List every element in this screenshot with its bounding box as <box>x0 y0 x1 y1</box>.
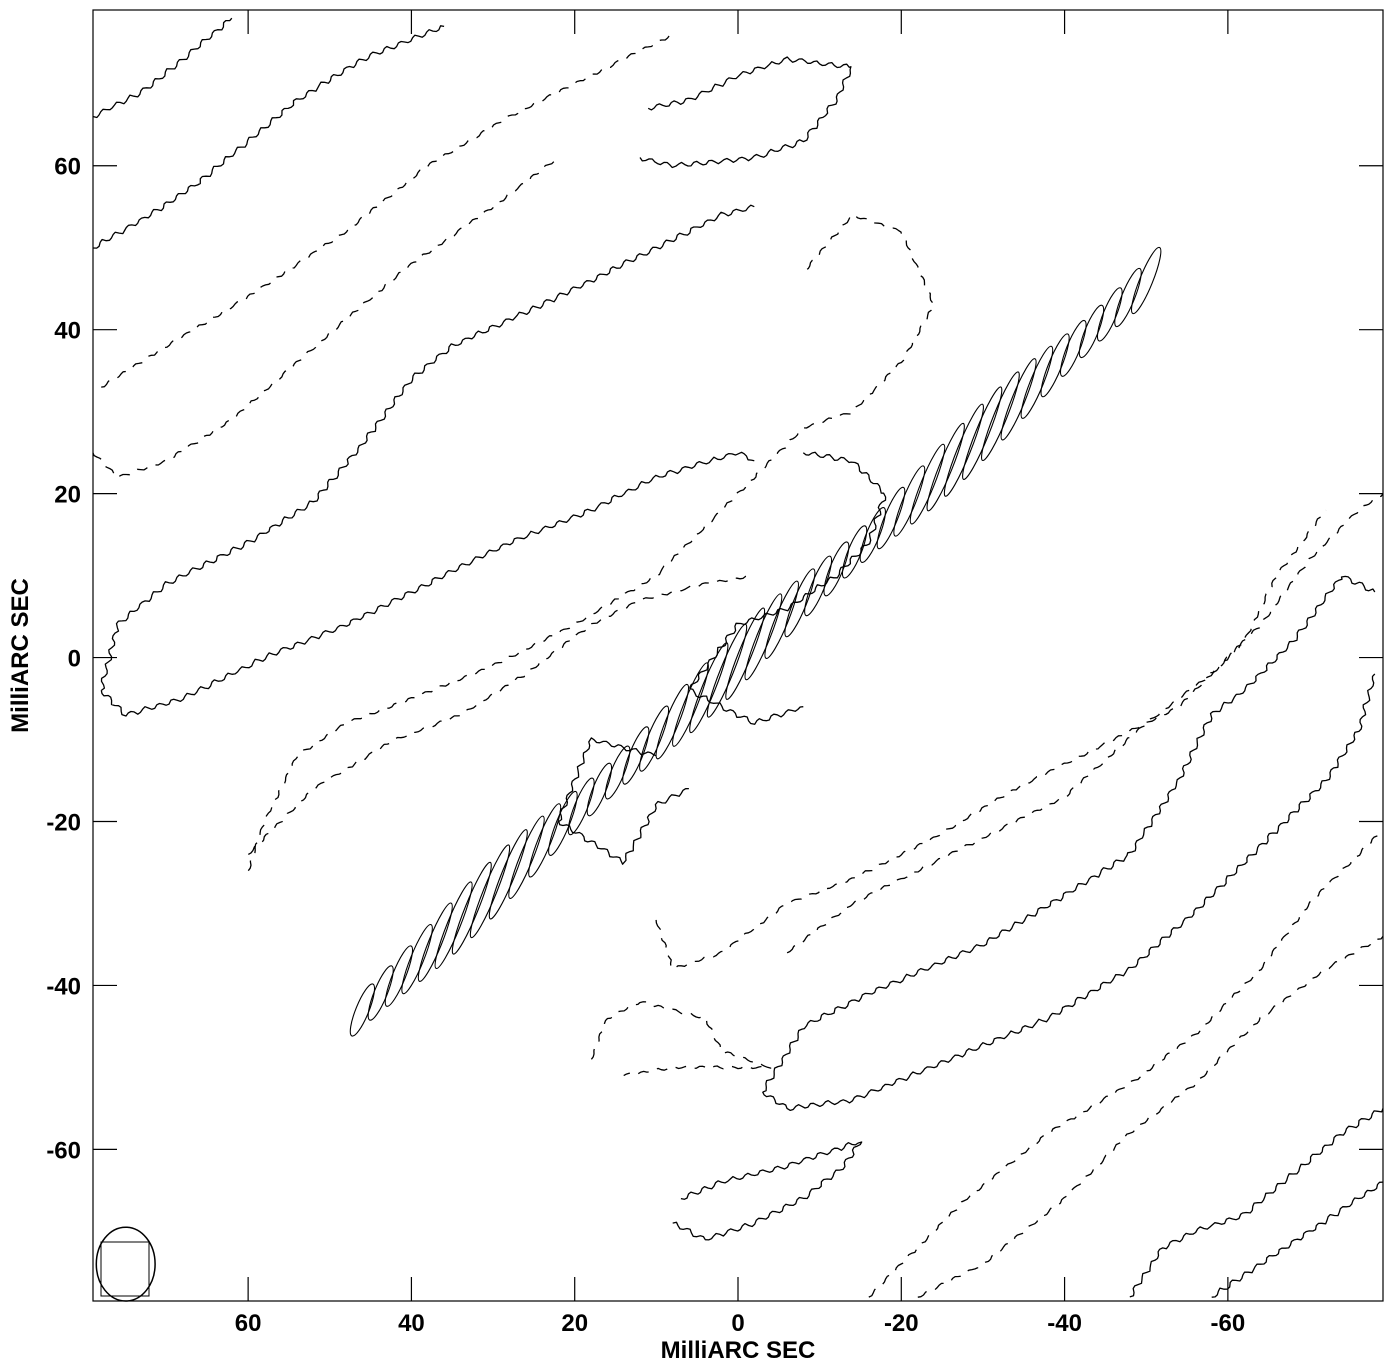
contour-positive-blob-bottom <box>672 1141 863 1241</box>
jet-ripple-contour <box>926 422 965 512</box>
contour-negative-stripe-8 <box>917 935 1384 1298</box>
contour-positive-corner-upper-left-edge <box>93 25 445 249</box>
x-tick-label: 40 <box>398 1310 425 1337</box>
jet-ripple-contour <box>349 983 376 1037</box>
jet-ripple-contour <box>980 371 1020 462</box>
y-axis-label: MilliARC SEC <box>7 578 34 733</box>
axis-tick-labels: 60 40 20 0 -20 -40 -60 60 40 20 0 -20 -40 -60 <box>46 154 1245 1337</box>
jet-ripple-contour <box>859 506 886 564</box>
jet-ripple-contour <box>1059 319 1087 377</box>
x-tick-label: 0 <box>731 1310 744 1337</box>
contour-positive-jet-knot-south <box>558 737 689 865</box>
x-tick-label: 20 <box>561 1310 588 1337</box>
jet-ripple-contour <box>401 923 433 995</box>
jet-ripple-layer <box>349 246 1162 1037</box>
contour-negative-stripe-1 <box>101 33 673 388</box>
x-tick-label: 60 <box>235 1310 262 1337</box>
jet-ripple-contour <box>841 525 868 579</box>
jet-ripple-contour <box>655 683 690 760</box>
contour-positive-stripe-upper-left-edge <box>100 204 755 691</box>
y-tick-label: 0 <box>68 646 81 673</box>
contour-positive-jet-core <box>689 451 887 725</box>
jet-ripple-contour <box>451 861 492 955</box>
jet-ripple-contour <box>823 541 850 597</box>
jet-ripple-contour <box>469 844 511 939</box>
beam-box <box>100 1241 150 1297</box>
y-tick-label: 20 <box>54 482 81 509</box>
contour-negative-stripe-5 <box>655 509 1327 971</box>
contour-negative-stripe-7 <box>868 829 1384 1298</box>
x-tick-label: -60 <box>1211 1310 1246 1337</box>
jet-ripple-contour <box>1131 246 1162 315</box>
jet-ripple-contour <box>1020 345 1054 419</box>
contour-negative-stripe-3 <box>247 213 935 872</box>
jet-ripple-contour <box>622 726 650 785</box>
contour-positive-corner-upper-left <box>92 17 233 119</box>
y-tick-label: 40 <box>54 318 81 345</box>
jet-ripple-contour <box>706 623 748 718</box>
x-tick-label: -20 <box>884 1310 919 1337</box>
contour-negative-stripe-6 <box>786 493 1384 954</box>
jet-ripple-contour <box>876 486 906 550</box>
contour-positive-corner-lower-right-edge <box>1211 1181 1384 1298</box>
y-tick-label: -40 <box>46 973 81 1000</box>
jet-ripple-contour <box>689 642 729 734</box>
jet-ripple-contour <box>528 803 562 878</box>
jet-ripple-contour <box>804 555 833 617</box>
jet-ripple-contour <box>567 777 595 836</box>
jet-ripple-contour <box>725 607 766 700</box>
jet-ripple-contour <box>367 965 394 1021</box>
contour-layer <box>92 17 1384 1298</box>
jet-ripple-contour <box>943 403 984 497</box>
x-tick-label: -40 <box>1047 1310 1082 1337</box>
contour-positive-blob-top <box>639 56 852 169</box>
jet-ripple-contour <box>784 568 816 638</box>
jet-ripple-contour <box>488 829 528 920</box>
jet-ripple-contour <box>764 580 799 659</box>
jet-ripple-contour <box>586 762 613 817</box>
jet-ripple-contour <box>417 902 453 982</box>
jet-ripple-contour <box>1114 267 1142 328</box>
beam-indicator <box>95 1226 156 1302</box>
jet-ripple-contour <box>1040 333 1070 398</box>
jet-ripple-contour <box>1096 287 1123 342</box>
contour-positive-stripe-lower-right-edge <box>762 575 1376 1093</box>
jet-ripple-contour <box>434 881 473 970</box>
contour-positive-corner-lower-right <box>1129 1108 1384 1298</box>
contour-negative-stripe-4 <box>247 574 755 855</box>
contour-positive-stripe-upper-left <box>100 451 755 717</box>
y-tick-label: 60 <box>54 154 81 181</box>
contour-positive-stripe-lower-right <box>762 673 1376 1112</box>
jet-ripple-contour <box>548 790 578 856</box>
jet-ripple-contour <box>1078 304 1105 359</box>
x-axis-label: MilliARC SEC <box>661 1337 816 1364</box>
contour-negative-blob-lower <box>590 1001 772 1077</box>
jet-ripple-contour <box>744 593 783 681</box>
jet-ripple-contour <box>508 815 545 899</box>
axis-ticks <box>93 10 1383 1301</box>
y-tick-label: -20 <box>46 809 81 836</box>
jet-ripple-contour <box>604 745 631 800</box>
jet-ripple-contour <box>893 465 926 537</box>
jet-ripple-contour <box>962 386 1003 480</box>
y-tick-label: -60 <box>46 1137 81 1164</box>
jet-ripple-contour <box>384 945 414 1007</box>
jet-ripple-contour <box>1000 358 1037 441</box>
beam-ellipse <box>95 1226 156 1302</box>
contour-negative-stripe-2 <box>92 156 559 479</box>
jet-ripple-contour <box>909 443 946 525</box>
jet-ripple-contour <box>639 705 670 772</box>
jet-ripple-contour <box>672 662 709 747</box>
